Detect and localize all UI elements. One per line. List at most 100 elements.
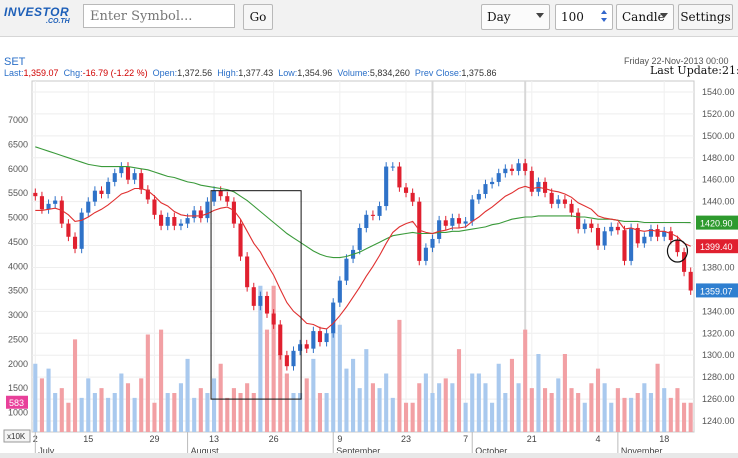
go-button-label: Go: [249, 10, 267, 24]
volume-bar: [225, 397, 230, 432]
price-tick-label: 1520.00: [702, 109, 735, 119]
volume-bar: [542, 388, 548, 432]
drawn-rectangle-annotation[interactable]: [210, 190, 302, 400]
volume-bar: [119, 373, 124, 432]
candle-body: [635, 227, 640, 244]
volume-bar: [536, 354, 541, 432]
candle-body: [245, 256, 250, 288]
price-chart[interactable]: 1240.00 1260.00 1280.00 1300.00 1320.00 1340.…: [0, 54, 738, 458]
volume-bar: [503, 393, 508, 432]
logo-main-text: INVESTOR: [4, 5, 70, 19]
settings-button[interactable]: Settings: [678, 4, 733, 30]
horizontal-scrollbar[interactable]: [0, 453, 738, 458]
settings-button-label: Settings: [680, 10, 731, 24]
candle-body: [682, 252, 687, 272]
volume-bar: [410, 402, 415, 432]
chart-type-select[interactable]: Candle: [616, 4, 674, 30]
volume-bar: [496, 363, 501, 432]
volume-bar: [324, 393, 329, 432]
candle-body: [668, 231, 673, 241]
investor-logo: INVESTOR .CO.TH: [4, 5, 80, 29]
volume-bar: [490, 402, 495, 432]
volume-bar: [99, 388, 104, 432]
quote-stats-bar: Last:1,359.07 Chg:-16.79 (-1.22 %) Open:1,…: [4, 68, 501, 78]
candle-body: [397, 166, 402, 188]
candle-body: [377, 206, 382, 216]
candle-body: [629, 227, 634, 261]
volume-bar: [205, 393, 210, 432]
volume-tick-label: 5500: [8, 188, 28, 198]
candle-body: [556, 199, 561, 204]
volume-tick-label: 4500: [8, 237, 28, 247]
volume-bar: [165, 393, 170, 432]
volume-bar: [59, 388, 64, 432]
candle-body: [602, 231, 607, 246]
volume-bar: [185, 358, 190, 432]
price-tick-label: 1320.00: [702, 328, 735, 338]
candle-body: [46, 203, 51, 210]
volume-tick-label: 6500: [8, 139, 28, 149]
price-tick-label: 1440.00: [702, 197, 735, 207]
volume-bar: [331, 310, 336, 432]
candle-body: [542, 181, 548, 193]
volume-bar: [622, 397, 627, 432]
volume-bar: [264, 329, 270, 432]
stepper-up-icon[interactable]: [601, 10, 607, 14]
volume-bar: [430, 393, 435, 432]
candle-body: [159, 214, 164, 226]
candle-body: [92, 190, 97, 202]
volume-bar: [615, 388, 620, 432]
candle-body: [370, 214, 375, 216]
drawn-circle-annotation[interactable]: [666, 239, 689, 263]
candle-body: [125, 166, 131, 180]
candle-body: [231, 201, 236, 224]
candle-body: [278, 324, 283, 356]
volume-bar: [595, 368, 601, 432]
candle-body: [317, 331, 323, 343]
day-tick-label: 13: [209, 434, 219, 444]
candle-body: [192, 210, 197, 219]
candle-body: [622, 230, 627, 261]
candle-body: [509, 168, 515, 171]
price-tick-label: 1460.00: [702, 175, 735, 185]
candle-body: [390, 166, 395, 168]
volume-bar: [317, 393, 323, 432]
stepper-down-icon[interactable]: [601, 18, 607, 22]
volume-bar: [357, 388, 362, 432]
go-button[interactable]: Go: [243, 4, 273, 30]
candle-body: [609, 226, 614, 232]
candle-body: [112, 173, 117, 182]
volume-bar: [79, 397, 84, 432]
day-tick-label: 9: [337, 434, 342, 444]
candle-body: [503, 168, 508, 174]
volume-bar: [298, 393, 303, 432]
volume-bar: [377, 388, 382, 432]
candle-body: [304, 344, 309, 349]
candle-body: [655, 229, 660, 237]
volume-unit-box: [3, 429, 31, 443]
candle-body: [106, 181, 111, 194]
volume-bar: [112, 393, 117, 432]
volume-bar: [53, 393, 58, 432]
candle-body: [165, 217, 170, 226]
candle-body: [258, 295, 263, 306]
volume-tick-label: 2500: [8, 334, 28, 344]
symbol-input[interactable]: [83, 4, 235, 28]
candle-body: [337, 280, 342, 303]
volume-bar: [178, 383, 184, 432]
stat-label: High:: [217, 68, 239, 78]
price-tick-label: 1300.00: [702, 350, 735, 360]
candle-body: [417, 201, 422, 261]
chart-type-value: Candle: [622, 10, 665, 24]
candle-body: [430, 238, 435, 248]
bars-count-stepper[interactable]: 100: [555, 4, 613, 30]
volume-bar: [655, 363, 660, 432]
volume-bar: [549, 393, 554, 432]
candle-body: [443, 220, 448, 226]
volume-bar: [483, 383, 488, 432]
period-select[interactable]: Day: [481, 4, 550, 30]
volume-bar: [344, 368, 349, 432]
candle-body: [357, 227, 362, 250]
candle-body: [39, 196, 44, 210]
candle-body: [218, 190, 223, 197]
